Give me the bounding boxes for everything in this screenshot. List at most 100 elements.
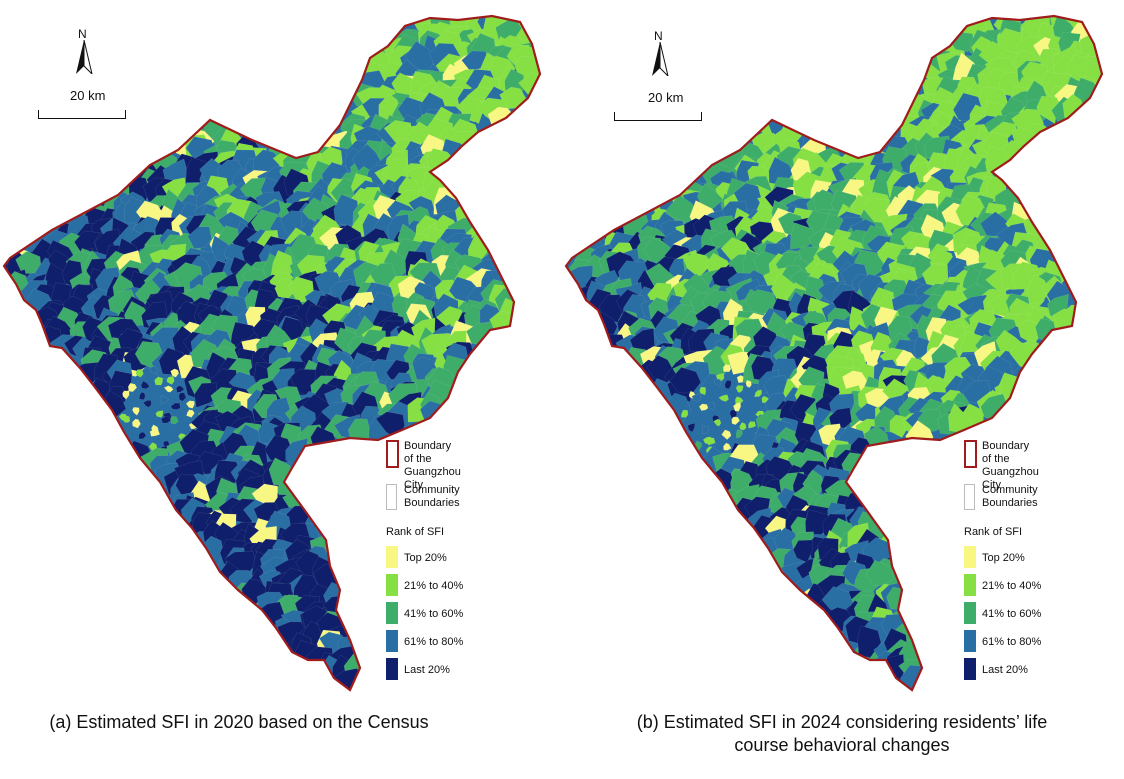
legend-boundary-label: Boundary of the Guangzhou City — [982, 440, 1039, 491]
city-boundary-outline — [564, 14, 1104, 692]
community-cell — [687, 423, 696, 433]
community-cell — [185, 400, 195, 409]
community-cell — [455, 95, 484, 124]
legend-class-label: 21% to 40% — [982, 580, 1042, 592]
scale-label: 20 km — [648, 90, 684, 105]
community-cell — [149, 429, 161, 437]
community-cell — [718, 394, 729, 402]
community-cell — [682, 252, 713, 276]
legend-class-label: 41% to 60% — [404, 608, 464, 620]
community-cell — [175, 385, 185, 393]
community-cell — [723, 364, 732, 373]
choropleth-map-a — [2, 14, 542, 692]
legend-class-label: 61% to 80% — [404, 636, 464, 648]
community-cell — [723, 442, 732, 451]
community-cell — [138, 432, 147, 440]
choropleth-map-b — [564, 14, 1104, 692]
community-cell — [733, 402, 741, 412]
community-cell — [681, 409, 689, 418]
community-cell — [178, 392, 187, 402]
community-cell — [149, 366, 159, 375]
community-cell — [155, 410, 164, 418]
map-panel-b: N 20 km Boundary of the Guangzhou City C… — [562, 0, 1124, 779]
swatch-last20 — [964, 658, 976, 680]
swatch-41-60 — [386, 602, 398, 624]
map-legend: Boundary of the Guangzhou City Community… — [386, 440, 556, 690]
north-arrow-icon — [76, 40, 93, 74]
community-cell — [713, 418, 722, 427]
legend-community-label: Community Boundaries — [982, 484, 1038, 509]
north-label: N — [78, 27, 87, 41]
legend-class-label: Top 20% — [982, 552, 1025, 564]
map-legend: Boundary of the Guangzhou City Community… — [964, 440, 1124, 690]
community-cell — [194, 382, 218, 408]
community-cell — [170, 368, 180, 378]
community-cell — [724, 380, 732, 389]
swatch-21-40 — [386, 574, 398, 596]
community-cells — [4, 16, 540, 690]
community-cell — [691, 393, 702, 403]
community-cell — [731, 416, 740, 426]
community-cell — [132, 418, 141, 429]
community-cells — [566, 16, 1102, 690]
legend-class-label: 21% to 40% — [404, 580, 464, 592]
community-cell — [735, 385, 744, 393]
swatch-61-80 — [386, 630, 398, 652]
legend-class-label: 61% to 80% — [982, 636, 1042, 648]
community-cell — [721, 429, 732, 440]
community-cell — [739, 422, 747, 431]
community-cell — [15, 251, 42, 275]
scale-label: 20 km — [70, 88, 106, 103]
caption-a: (a) Estimated SFI in 2020 based on the C… — [49, 712, 429, 732]
legend-title: Rank of SFI — [964, 526, 1023, 538]
community-cell — [713, 378, 722, 387]
community-cell — [745, 379, 752, 388]
community-cell — [187, 226, 212, 249]
swatch-top20 — [386, 546, 398, 568]
community-cell — [701, 425, 709, 435]
legend-class-label: Last 20% — [404, 664, 450, 676]
community-cell — [699, 386, 707, 396]
community-cell — [123, 414, 131, 423]
community-cell — [186, 409, 195, 418]
community-cell — [170, 402, 181, 410]
community-cell — [163, 385, 174, 393]
community-cell — [707, 402, 716, 411]
community-cell — [166, 376, 175, 385]
community-cell — [1027, 274, 1050, 304]
legend-class-label: 41% to 60% — [982, 608, 1042, 620]
community-cell — [122, 390, 130, 400]
legend-boundary-label: Boundary of the Guangzhou City — [404, 440, 461, 491]
swatch-21-40 — [964, 574, 976, 596]
community-cell — [1052, 308, 1083, 335]
community-cell — [127, 382, 138, 392]
city-boundary-outline — [2, 14, 542, 692]
community-cell — [715, 372, 725, 382]
swatch-61-80 — [964, 630, 976, 652]
community-cell — [748, 421, 756, 429]
community-cell — [698, 403, 709, 411]
swatch-top20 — [964, 546, 976, 568]
community-swatch — [964, 484, 975, 510]
scale-bar — [614, 112, 702, 121]
community-cell — [135, 368, 144, 378]
community-cell — [333, 194, 360, 226]
community-cell — [154, 376, 164, 386]
community-cell — [159, 394, 170, 404]
community-cell — [160, 415, 172, 424]
community-cell — [142, 399, 152, 408]
community-cell — [170, 415, 179, 425]
community-swatch — [386, 484, 397, 510]
legend-class-label: Last 20% — [982, 664, 1028, 676]
community-cell — [139, 392, 146, 400]
boundary-swatch — [386, 440, 399, 468]
community-cell — [706, 437, 716, 446]
north-label: N — [654, 29, 663, 43]
scale-bar — [38, 110, 126, 119]
map-panel-a: N 20 km Boundary of the Guangzhou City C… — [2, 14, 556, 732]
legend-community-label: Community Boundaries — [404, 484, 460, 509]
legend-title: Rank of SFI — [386, 526, 445, 538]
community-cell — [140, 380, 150, 390]
community-cell — [735, 429, 743, 439]
north-arrow-icon — [652, 42, 669, 76]
